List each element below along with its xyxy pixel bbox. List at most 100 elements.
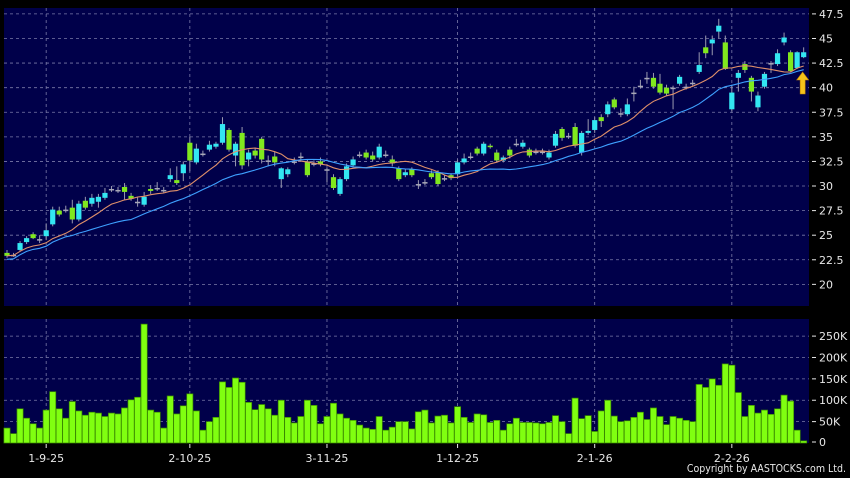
volume-bar [395, 421, 403, 444]
volume-bar [702, 387, 710, 444]
copyright-text: Copyright by AASTOCKS.com Ltd. [686, 463, 846, 475]
volume-bar [212, 416, 220, 444]
volume-tick-label: 200K [819, 351, 848, 364]
volume-bar [682, 419, 690, 444]
volume-tick-label: 0 [819, 436, 826, 449]
candle-body [17, 243, 23, 250]
candle-body [801, 52, 807, 58]
candle-body [115, 189, 121, 192]
volume-bar [192, 410, 200, 444]
candle-body [213, 143, 219, 147]
candle-body [428, 173, 435, 178]
volume-bar [127, 399, 135, 444]
candle-body [383, 154, 389, 157]
candle-body [774, 53, 781, 65]
volume-bar [316, 423, 324, 444]
candle-body [637, 85, 644, 88]
volume-bar [303, 399, 311, 444]
candle-body [30, 234, 36, 239]
volume-bar [467, 422, 475, 444]
candle-body [193, 148, 199, 163]
candle-body [376, 146, 382, 158]
candle-body [69, 207, 75, 220]
price-tick-label: 42.5 [819, 57, 844, 70]
volume-bar [277, 399, 285, 444]
candle-body [402, 172, 408, 176]
volume-bar [101, 416, 109, 444]
volume-bar [454, 406, 462, 444]
candle-body [82, 200, 88, 208]
candle-body [709, 39, 715, 44]
volume-bar [480, 414, 488, 444]
candle-body [317, 161, 324, 165]
price-tick-label: 40 [819, 82, 833, 95]
moving-averages [6, 65, 804, 260]
date-tick-label: 3-11-25 [306, 452, 349, 465]
price-tick-label: 45 [819, 32, 833, 45]
volume-bar [460, 416, 468, 444]
volume-bar [382, 429, 390, 444]
candle-body [729, 92, 735, 110]
candle-body [650, 77, 657, 87]
volume-bar [793, 429, 801, 444]
volume-axis: 250K 200K 150K 100K 50K 0 [812, 330, 848, 449]
candle-body [690, 82, 696, 85]
candle-body [50, 209, 56, 225]
volume-bar [349, 419, 357, 444]
volume-bar [689, 421, 697, 444]
candle-body [448, 175, 454, 179]
candle-body [246, 152, 252, 160]
volume-bar [264, 408, 272, 444]
volume-bar [741, 416, 749, 444]
candle-body [533, 151, 539, 154]
candle-body [304, 161, 310, 176]
volume-bar [597, 410, 605, 444]
date-tick-label: 2-2-26 [714, 452, 750, 465]
candle-body [56, 210, 62, 215]
candle-body [337, 179, 343, 194]
volume-bar [271, 414, 279, 444]
volume-bar [330, 402, 337, 444]
volume-bar [499, 429, 507, 444]
candle-body [579, 132, 585, 153]
price-pane [4, 8, 809, 306]
volume-bar [708, 378, 716, 444]
volume-bar [506, 423, 514, 444]
volume-bars [3, 323, 808, 444]
candle-body [363, 152, 369, 158]
volume-bar [441, 414, 448, 444]
candle-body [298, 156, 304, 159]
price-tick-label: 25 [819, 229, 833, 242]
volume-bar [656, 416, 664, 444]
volume-bar [375, 416, 383, 444]
date-tick-label: 1-12-25 [436, 452, 479, 465]
volume-bar [715, 384, 723, 444]
volume-bar [232, 377, 239, 444]
candle-body [239, 132, 245, 166]
candle-body [748, 77, 755, 92]
candle-body [611, 99, 617, 108]
candle-body [141, 196, 147, 205]
volume-bar [75, 410, 83, 444]
candle-body [441, 178, 448, 180]
price-tick-label: 27.5 [819, 205, 844, 218]
candle-body [513, 143, 519, 146]
candle-body [520, 142, 526, 147]
volume-bar [173, 413, 181, 444]
candle-body [735, 72, 741, 78]
volume-bar [623, 420, 631, 444]
candle-body [415, 184, 421, 186]
volume-bar [519, 422, 527, 444]
candle-body [494, 152, 500, 161]
volume-bar [565, 433, 573, 444]
volume-bar [636, 411, 644, 444]
volume-bar [179, 405, 187, 444]
volume-bar [493, 419, 501, 444]
volume-bar [787, 400, 795, 444]
volume-bar [747, 405, 755, 444]
volume-bar [734, 392, 742, 444]
candle-body [592, 120, 598, 130]
candle-body [252, 150, 258, 156]
candle-body [481, 143, 487, 154]
volume-bar [571, 397, 579, 444]
